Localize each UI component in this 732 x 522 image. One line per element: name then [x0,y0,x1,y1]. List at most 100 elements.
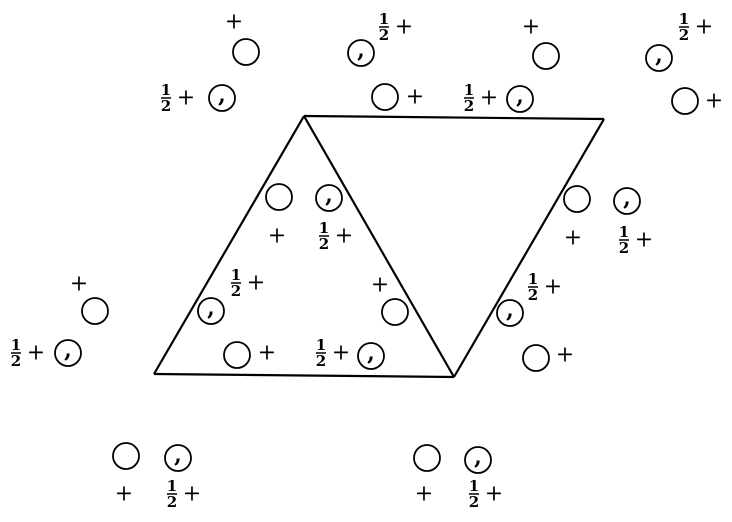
half-fraction: 12 [167,477,177,511]
circle-ring [532,42,560,70]
plus-label: + [371,273,389,298]
plus-label: + [258,341,276,366]
circle-ring [381,298,409,326]
plus-label: + [395,15,413,40]
comma-mark: , [325,182,333,208]
cell-diagonal [303,115,455,378]
circle-ring [208,84,236,112]
comma-circle: , [54,337,82,367]
half-denominator: 2 [679,26,689,44]
half-denominator: 2 [167,493,177,511]
circle-ring [506,85,534,113]
circle [563,185,591,213]
circle-ring [164,444,192,472]
half-numerator: 1 [469,477,479,495]
half-numerator: 1 [679,10,689,28]
plus-label: + [70,272,88,297]
cell-edge-left [153,115,305,375]
plus-label: + [332,341,350,366]
half-fraction: 12 [231,266,241,300]
comma-circle: , [315,182,343,212]
half-fraction: 12 [469,477,479,511]
half-denominator: 2 [379,26,389,44]
circle [413,444,441,472]
comma-circle: , [357,340,385,370]
half-fraction: 12 [319,219,329,253]
half-numerator: 1 [464,81,474,99]
comma-circle: , [164,442,192,472]
circle-ring [413,444,441,472]
half-denominator: 2 [319,235,329,253]
circle [112,442,140,470]
comma-circle: , [645,42,673,72]
circle [532,42,560,70]
cell-edge-right [453,118,605,378]
comma-mark: , [474,444,482,470]
half-denominator: 2 [316,352,326,370]
comma-mark: , [207,295,215,321]
unit-cell [153,114,605,379]
circle [381,298,409,326]
plus-label: + [485,482,503,507]
circle-ring [496,299,524,327]
half-numerator: 1 [319,219,329,237]
half-fraction: 12 [464,81,474,115]
plus-label: + [335,224,353,249]
plus-label: + [695,15,713,40]
half-denominator: 2 [528,286,538,304]
half-denominator: 2 [469,493,479,511]
circle-ring [645,44,673,72]
comma-circle: , [613,185,641,215]
circle-ring [671,87,699,115]
circle [223,341,251,369]
comma-circle: , [496,297,524,327]
half-fraction: 12 [679,10,689,44]
half-numerator: 1 [379,10,389,28]
circle-ring [265,183,293,211]
comma-mark: , [655,42,663,68]
comma-mark: , [623,185,631,211]
plus-label: + [544,275,562,300]
half-fraction: 12 [161,81,171,115]
circle-ring [197,297,225,325]
plus-label: + [522,15,540,40]
comma-mark: , [64,337,72,363]
plus-label: + [705,89,723,114]
plus-label: + [635,228,653,253]
circle-ring [315,184,343,212]
plus-label: + [406,85,424,110]
half-numerator: 1 [167,477,177,495]
half-numerator: 1 [11,336,21,354]
comma-circle: , [197,295,225,325]
plus-label: + [177,86,195,111]
circle-ring [357,342,385,370]
circle [265,183,293,211]
half-fraction: 12 [528,270,538,304]
circle-ring [464,446,492,474]
half-fraction: 12 [379,10,389,44]
plus-label: + [225,10,243,35]
comma-mark: , [218,82,226,108]
half-fraction: 12 [619,223,629,257]
comma-circle: , [208,82,236,112]
half-denominator: 2 [11,352,21,370]
half-denominator: 2 [161,97,171,115]
circle [232,38,260,66]
cell-edge-bottom [153,372,455,379]
half-fraction: 12 [316,336,326,370]
plus-label: + [183,482,201,507]
circle-ring [371,83,399,111]
half-numerator: 1 [528,270,538,288]
half-numerator: 1 [161,81,171,99]
half-fraction: 12 [11,336,21,370]
comma-circle: , [506,83,534,113]
half-numerator: 1 [231,266,241,284]
comma-circle: , [347,37,375,67]
plus-label: + [480,86,498,111]
circle-ring [54,339,82,367]
half-denominator: 2 [619,239,629,257]
comma-mark: , [506,297,514,323]
comma-circle: , [464,444,492,474]
plus-label: + [247,271,265,296]
plus-label: + [556,343,574,368]
